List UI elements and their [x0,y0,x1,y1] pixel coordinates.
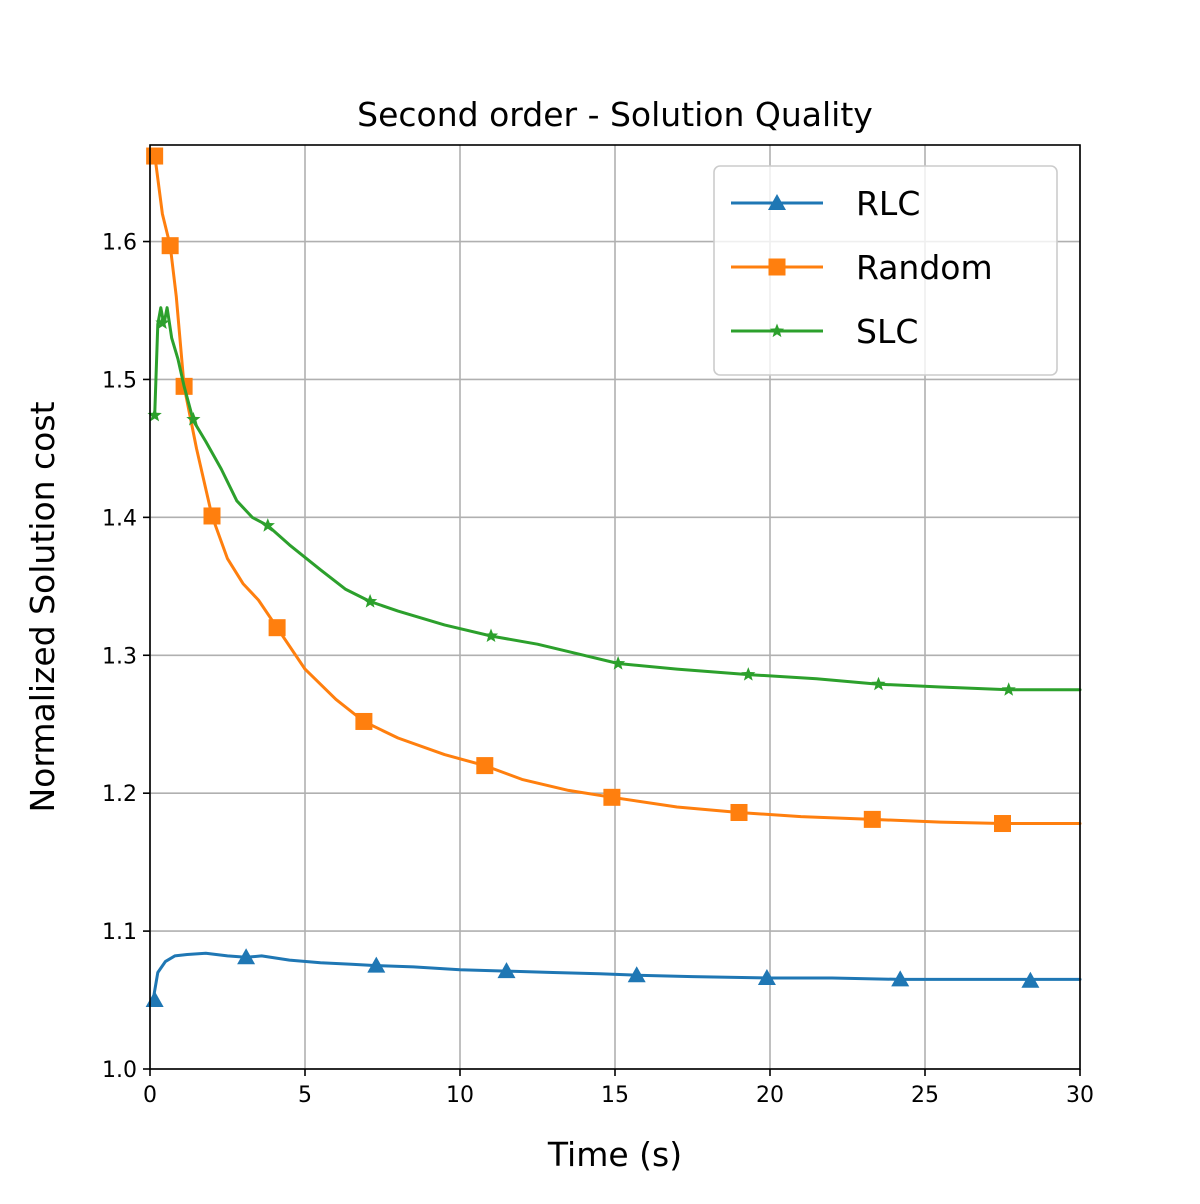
data-point-rlc [757,968,776,985]
series-line-rlc [151,951,1082,1002]
data-point-slc [363,594,378,608]
data-point-random [476,757,494,775]
data-point-random [268,619,286,637]
x-axis-title: Time (s) [547,1135,682,1174]
data-point-slc [1001,682,1016,696]
legend-entry-rlc: RLC [731,184,920,223]
x-tick-label: 5 [298,1083,312,1108]
data-point-rlc [891,970,910,987]
data-point-slc [147,407,162,422]
data-point-random [355,712,373,730]
legend: RLC Random SLC [713,165,1058,376]
legend-box [713,165,1058,376]
data-point-slc [260,518,275,532]
legend-marker-slc [769,323,785,338]
x-tick-label: 10 [446,1083,474,1108]
legend-label-slc: SLC [856,312,918,351]
data-point-random [730,803,748,821]
x-tick-label: 20 [756,1083,784,1108]
y-tick-label: 1.0 [102,1058,137,1083]
legend-marker-random [768,258,786,276]
data-point-random [146,147,164,165]
data-point-slc [155,315,170,329]
data-point-rlc [627,966,646,983]
data-point-random [161,237,179,255]
data-point-rlc [1021,971,1040,988]
data-point-random [203,507,221,525]
x-tick-label: 30 [1066,1083,1094,1108]
data-point-random [863,810,881,828]
data-point-slc [741,667,756,681]
y-axis-title: Normalized Solution cost [23,401,62,812]
axis-ticks: 0 5 10 15 20 25 30 1.0 1.1 1.2 1.3 1.4 1.5 1.6 [102,231,1094,1108]
x-tick-label: 25 [911,1083,939,1108]
legend-label-rlc: RLC [856,184,920,223]
y-tick-label: 1.5 [102,368,137,393]
legend-entry-slc: SLC [731,312,918,351]
x-tick-label: 0 [143,1083,157,1108]
y-tick-label: 1.2 [102,782,137,807]
data-point-random [603,788,621,806]
data-point-slc [483,628,499,642]
y-tick-label: 1.3 [102,644,137,669]
y-tick-label: 1.4 [102,506,137,531]
data-point-rlc [497,962,516,979]
x-tick-label: 15 [601,1083,629,1108]
y-tick-label: 1.1 [102,920,137,945]
series-slc [147,306,1082,696]
plot-series [145,147,1082,1008]
data-point-slc [871,676,886,691]
y-tick-label: 1.6 [102,231,137,256]
legend-label-random: Random [856,248,993,287]
chart-title: Second order - Solution Quality [357,95,873,134]
data-point-rlc [367,956,386,973]
data-point-rlc [237,948,256,965]
legend-marker-rlc [768,194,786,210]
legend-entry-random: Random [731,248,993,287]
data-point-slc [186,411,201,426]
series-rlc [145,948,1082,1008]
data-point-slc [611,656,626,670]
data-point-random [994,815,1011,833]
